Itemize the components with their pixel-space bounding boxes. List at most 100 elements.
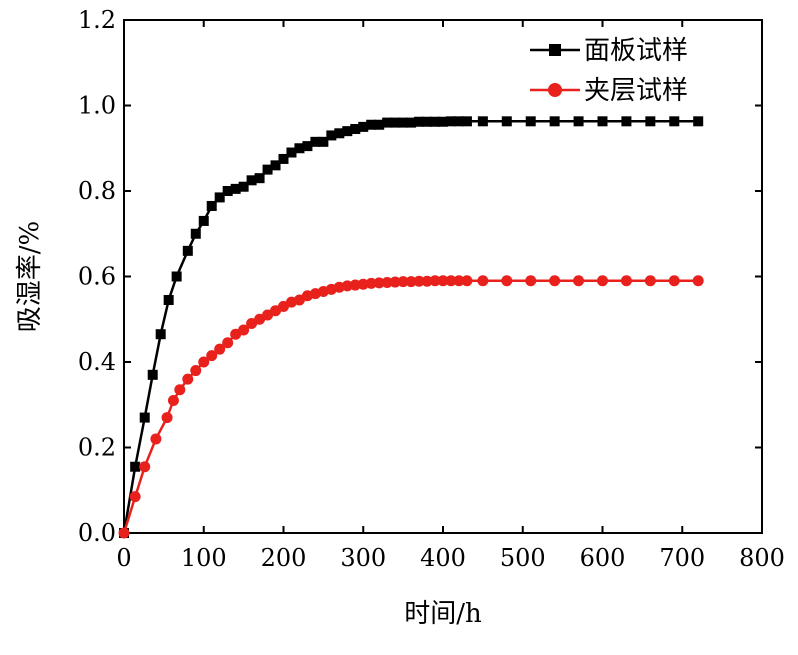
data-point <box>161 412 173 424</box>
series-panel <box>119 116 704 538</box>
data-point <box>525 116 536 127</box>
legend-marker-sandwich <box>548 83 562 97</box>
x-tick-label: 600 <box>580 544 626 572</box>
data-point <box>246 175 257 186</box>
data-point <box>349 279 361 291</box>
data-point <box>453 275 465 287</box>
y-tick-label: 0.6 <box>78 263 116 291</box>
y-tick-label: 0.2 <box>78 434 116 462</box>
y-tick-label: 0.0 <box>78 519 116 547</box>
data-point <box>477 275 489 287</box>
data-point <box>693 116 704 127</box>
data-point <box>644 275 656 287</box>
data-point <box>318 136 329 147</box>
data-point <box>139 461 151 473</box>
data-point <box>573 116 584 127</box>
data-point <box>147 369 158 380</box>
data-point <box>477 116 488 127</box>
data-point <box>341 280 353 292</box>
data-point <box>294 143 305 154</box>
data-point <box>286 147 297 158</box>
data-point <box>206 200 217 211</box>
x-tick-label: 0 <box>116 544 131 572</box>
data-point <box>206 350 218 362</box>
data-point <box>413 275 425 287</box>
data-point <box>238 181 249 192</box>
data-point <box>222 186 233 196</box>
x-tick-label: 800 <box>739 544 785 572</box>
data-point <box>334 128 345 139</box>
data-point <box>326 130 337 141</box>
data-point <box>167 394 179 406</box>
x-tick-label: 700 <box>659 544 705 572</box>
data-point <box>365 277 377 289</box>
data-point <box>155 329 166 340</box>
data-point <box>350 124 361 135</box>
data-point <box>397 276 409 288</box>
data-point <box>525 275 537 287</box>
data-point <box>182 373 194 385</box>
data-point <box>270 160 281 171</box>
data-point <box>118 527 130 539</box>
legend-marker-panel <box>549 44 561 56</box>
x-axis-title: 时间/h <box>404 599 482 629</box>
data-point <box>620 275 632 287</box>
data-point <box>429 275 441 287</box>
x-tick-label: 200 <box>261 544 307 572</box>
data-point <box>150 433 162 445</box>
data-point <box>382 117 393 128</box>
data-point <box>421 275 433 287</box>
data-point <box>406 117 417 128</box>
axis-ticks-group: 0 100 200 300 400 500 600 700 800 0.0 0.2 0.4 0.6 0.8… <box>78 6 785 572</box>
data-point <box>461 116 472 127</box>
y-axis-title: 吸湿率/% <box>15 221 45 332</box>
data-point <box>573 275 585 287</box>
x-tick-label: 400 <box>420 544 466 572</box>
data-point <box>357 278 369 290</box>
data-point <box>222 337 234 349</box>
data-point <box>414 116 425 127</box>
data-point <box>692 275 704 287</box>
x-tick-label: 500 <box>500 544 546 572</box>
data-point <box>230 183 241 194</box>
data-point <box>262 164 273 175</box>
x-tick-label: 300 <box>340 544 386 572</box>
data-point <box>430 116 441 127</box>
data-point <box>366 119 377 130</box>
data-point <box>374 119 385 130</box>
data-point <box>398 117 409 128</box>
data-point <box>342 126 353 137</box>
data-point <box>190 228 201 239</box>
data-point <box>129 491 141 503</box>
data-point <box>302 141 313 152</box>
x-tick-label: 100 <box>181 544 227 572</box>
data-point <box>453 116 464 127</box>
data-point <box>174 384 186 396</box>
data-point <box>621 116 632 127</box>
data-point <box>405 276 417 288</box>
series-sandwich <box>118 275 704 539</box>
data-point <box>437 275 449 287</box>
data-point <box>501 116 512 127</box>
legend-label-panel: 面板试样 <box>584 36 688 66</box>
data-point <box>669 116 680 127</box>
data-point <box>254 173 265 184</box>
data-point <box>668 275 680 287</box>
legend-label-sandwich: 夹层试样 <box>584 76 688 106</box>
data-point <box>549 275 561 287</box>
data-point <box>373 277 385 289</box>
data-point <box>445 116 456 127</box>
data-point <box>389 276 401 288</box>
data-point <box>597 116 608 127</box>
data-point <box>422 116 433 127</box>
data-point <box>214 192 225 203</box>
data-point <box>214 343 226 355</box>
data-point <box>310 136 321 147</box>
y-tick-label: 0.8 <box>78 177 116 205</box>
legend: 面板试样 夹层试样 <box>530 36 688 106</box>
data-point <box>198 215 209 226</box>
series-line <box>122 120 699 534</box>
data-point <box>645 116 656 127</box>
series-line <box>122 279 699 534</box>
